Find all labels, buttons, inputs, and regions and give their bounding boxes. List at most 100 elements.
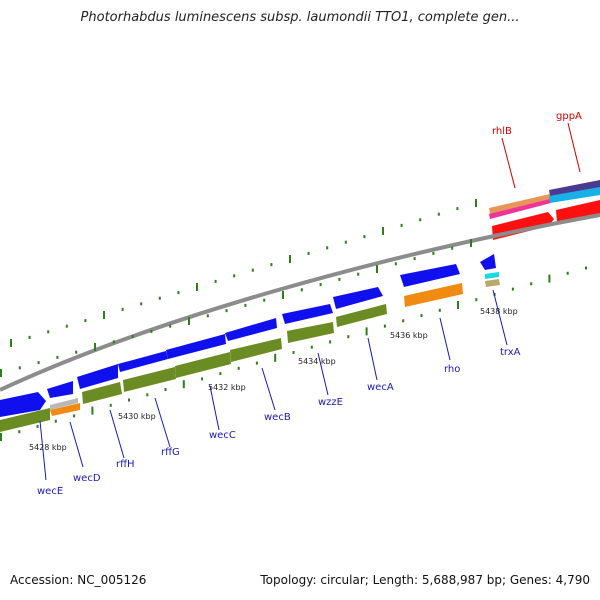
tick-mark	[140, 302, 143, 306]
tick-mark	[457, 301, 459, 309]
tick-mark	[383, 324, 386, 328]
gene-label-rffH[interactable]: rffH	[116, 459, 135, 470]
kbp-label: 5432 kbp	[208, 383, 246, 392]
gene-label-rhlB[interactable]: rhlB	[492, 126, 512, 137]
kbp-label: 5428 kbp	[29, 443, 67, 452]
tick-mark	[363, 235, 366, 239]
tick-mark	[511, 287, 514, 291]
forward-feature-band[interactable]	[489, 199, 551, 219]
tick-guides	[0, 199, 587, 441]
cds-arrow[interactable]	[400, 264, 460, 287]
tick-mark	[400, 223, 403, 227]
cds-arrow[interactable]	[282, 304, 333, 324]
tick-mark	[128, 398, 130, 402]
tick-mark	[196, 283, 198, 291]
tick-mark	[177, 291, 180, 295]
tick-mark	[437, 212, 440, 216]
tick-mark	[164, 388, 167, 391]
tick-mark	[65, 324, 68, 328]
feature-bar[interactable]	[287, 322, 334, 343]
tick-mark	[36, 424, 39, 428]
feature-bar[interactable]	[485, 279, 500, 287]
tick-mark	[270, 263, 273, 267]
gene-label-wecB[interactable]: wecB	[264, 412, 291, 423]
map-title: Photorhabdus luminescens subsp. laumondi…	[80, 10, 520, 25]
tick-mark	[188, 317, 190, 325]
tick-mark	[475, 199, 477, 207]
tick-mark	[94, 343, 96, 351]
tick-mark	[307, 251, 310, 255]
gene-label-gppA[interactable]: gppA	[556, 111, 582, 122]
tick-mark	[319, 283, 322, 287]
tick-mark	[289, 255, 291, 263]
cds-arrow[interactable]	[118, 351, 168, 372]
cds-arrow[interactable]	[480, 254, 496, 270]
tick-mark	[84, 319, 87, 323]
tick-mark	[131, 335, 134, 339]
gene-label-wecD[interactable]: wecD	[73, 473, 101, 484]
cds-arrow[interactable]	[77, 364, 118, 389]
feature-bar[interactable]	[404, 283, 463, 307]
feature-bar[interactable]	[82, 382, 122, 404]
gene-label-trxA[interactable]: trxA	[500, 347, 521, 358]
feature-bar[interactable]	[336, 304, 387, 327]
tick-mark	[18, 430, 21, 434]
lower-tick-row	[0, 266, 587, 441]
tick-mark	[251, 268, 254, 272]
tick-mark	[420, 314, 423, 317]
reverse-feature-track	[0, 272, 500, 432]
tick-mark	[376, 265, 378, 273]
tick-mark	[432, 251, 435, 255]
feature-bar[interactable]	[175, 352, 231, 378]
cds-arrow[interactable]	[333, 287, 383, 309]
feature-bar[interactable]	[485, 272, 499, 279]
tick-mark	[402, 319, 405, 323]
tick-mark	[37, 361, 40, 365]
feature-bar[interactable]	[0, 408, 50, 432]
feature-bar[interactable]	[50, 398, 78, 410]
forward-feature-band[interactable]	[549, 180, 600, 196]
feature-bar[interactable]	[230, 338, 282, 362]
tick-mark	[310, 345, 313, 349]
cds-arrow[interactable]	[166, 334, 226, 359]
tick-mark	[103, 311, 105, 319]
tick-mark	[456, 207, 459, 211]
gene-label-rffG[interactable]: rffG	[161, 447, 180, 458]
tick-mark	[146, 393, 149, 397]
tick-mark	[121, 307, 124, 311]
gene-label-wecA[interactable]: wecA	[367, 382, 394, 393]
tick-mark	[47, 330, 50, 334]
cds-arrow[interactable]	[47, 381, 73, 398]
tick-mark	[274, 353, 277, 362]
tick-mark	[54, 419, 57, 423]
feature-bar[interactable]	[123, 367, 176, 392]
tick-mark	[219, 372, 222, 376]
forward-cds-arrow[interactable]	[556, 200, 600, 223]
kbp-label: 5436 kbp	[390, 331, 428, 340]
gene-label-wecC[interactable]: wecC	[209, 430, 236, 441]
kbp-label: 5430 kbp	[118, 412, 156, 421]
tick-mark	[365, 327, 368, 336]
tick-mark	[28, 335, 31, 339]
forward-feature-band[interactable]	[489, 194, 551, 214]
gene-label-rho[interactable]: rho	[444, 364, 460, 375]
gene-label-wecE[interactable]: wecE	[37, 486, 63, 497]
cds-arrow[interactable]	[225, 318, 277, 341]
reverse-cds-track	[0, 254, 496, 417]
tick-mark	[10, 339, 12, 347]
tick-mark	[237, 366, 240, 370]
tick-mark	[263, 298, 266, 302]
tick-mark	[150, 329, 153, 333]
gene-leader-lines	[39, 122, 581, 481]
forward-feature-band[interactable]	[549, 187, 600, 203]
cds-arrow[interactable]	[0, 392, 46, 417]
gene-labels: wecE wecD rffH rffG wecC wecB wzzE wecA …	[37, 111, 582, 497]
tick-mark	[109, 403, 112, 407]
gene-label-wzzE[interactable]: wzzE	[318, 397, 343, 408]
tick-mark	[566, 271, 569, 275]
genome-summary: Topology: circular; Length: 5,688,987 bp…	[260, 573, 590, 587]
tick-mark	[438, 308, 441, 312]
forward-features	[489, 180, 600, 240]
feature-bar[interactable]	[50, 403, 80, 416]
